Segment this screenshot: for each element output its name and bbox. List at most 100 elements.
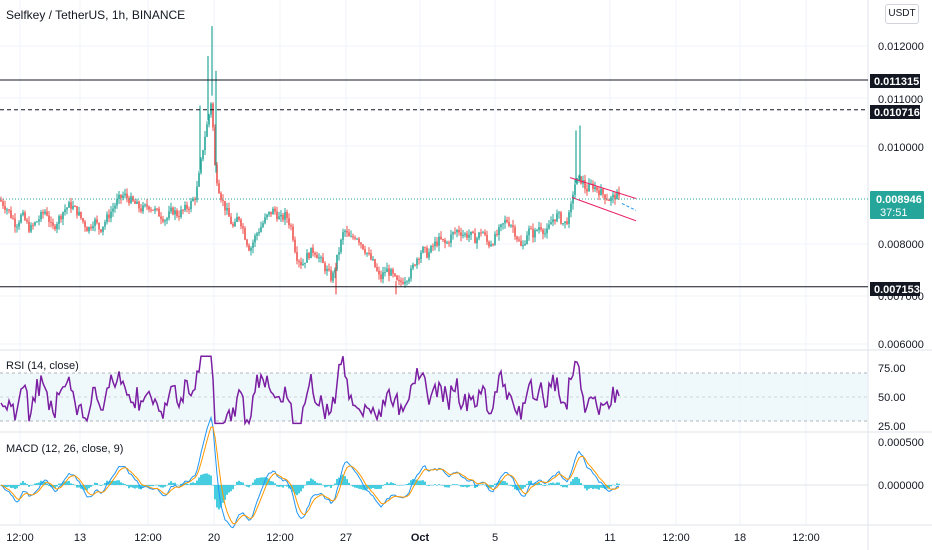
candle-body (212, 103, 214, 128)
macd-histogram-bar (332, 485, 334, 486)
candle-body (392, 269, 394, 274)
candle-body (386, 268, 388, 273)
candle-body (586, 188, 588, 192)
candle-body (80, 211, 82, 219)
candle-body (356, 238, 358, 240)
candle-body (530, 228, 532, 230)
candle-body (300, 261, 302, 266)
candle-body (66, 207, 68, 210)
macd-histogram-bar (258, 477, 260, 485)
candle-body (174, 210, 176, 215)
candle-body (394, 273, 396, 276)
candle-body (466, 233, 468, 238)
macd-histogram-bar (282, 485, 284, 488)
candle-body (96, 219, 98, 223)
rsi-title[interactable]: RSI (14, close) (6, 360, 79, 372)
candle-body (154, 208, 156, 211)
candle-body (182, 209, 184, 211)
macd-histogram-bar (464, 485, 466, 487)
candle-body (596, 187, 598, 191)
macd-histogram-bar (442, 485, 444, 486)
macd-histogram-bar (190, 482, 192, 485)
price-tick: 0.006000 (878, 339, 924, 351)
candle-body (320, 257, 322, 259)
candle-body (400, 280, 402, 283)
candle-body (166, 218, 168, 221)
macd-histogram-bar (520, 485, 522, 491)
macd-series (0, 415, 620, 529)
bar-countdown: 37:51 (880, 207, 908, 219)
candle-body (488, 241, 490, 247)
level-tag-sup1: 0.007153 (870, 282, 920, 296)
macd-histogram-bar (34, 483, 36, 485)
macd-histogram-bar (550, 482, 552, 485)
candle-body (114, 205, 116, 209)
candle-body (238, 216, 240, 220)
macd-histogram-bar (100, 485, 102, 486)
macd-histogram-bar (466, 485, 468, 488)
candle-body (178, 216, 180, 218)
candle-body (98, 222, 100, 230)
candle-body (50, 221, 52, 223)
macd-histogram-bar (126, 485, 128, 487)
candle-body (28, 221, 30, 232)
candle-body (62, 212, 64, 220)
time-tick: 12:00 (266, 532, 294, 544)
macd-histogram-bar (188, 484, 190, 485)
candle-body (524, 243, 526, 246)
candle-body (510, 225, 512, 227)
macd-histogram-bar (114, 480, 116, 485)
macd-histogram-bar (232, 485, 234, 490)
candle-body (102, 226, 104, 232)
candle-body (144, 204, 146, 206)
macd-histogram-bar (592, 485, 594, 490)
candle-body (100, 229, 102, 232)
candle-body (210, 103, 212, 115)
macd-histogram-bar (480, 484, 482, 486)
candle-body (352, 236, 354, 238)
macd-histogram-bar (30, 485, 32, 486)
macd-histogram-bar (254, 479, 256, 485)
candle-body (402, 282, 404, 284)
candle-body (358, 238, 360, 243)
macd-histogram-bar (40, 480, 42, 485)
candle-body (612, 194, 614, 198)
macd-histogram-bar (218, 485, 220, 510)
macd-histogram-bar (102, 484, 104, 486)
price-tick: 0.010000 (878, 142, 924, 154)
macd-title[interactable]: MACD (12, 26, close, 9) (6, 443, 123, 455)
time-tick: 12:00 (662, 532, 690, 544)
candle-body (126, 193, 128, 198)
candle-body (108, 214, 110, 219)
chart-grid (0, 0, 868, 525)
candle-body (290, 225, 292, 227)
currency-button[interactable]: USDT (885, 4, 919, 24)
candle-body (542, 229, 544, 235)
candle-body (222, 199, 224, 201)
macd-histogram-bar (26, 484, 28, 485)
candle-body (316, 254, 318, 259)
rsi-tick: 25.00 (878, 421, 906, 433)
candle-body (192, 198, 194, 202)
macd-histogram-bar (268, 478, 270, 485)
time-tick: 12:00 (6, 532, 34, 544)
candle-body (474, 232, 476, 244)
rsi-series (0, 355, 620, 426)
candle-body (310, 247, 312, 259)
macd-histogram-bar (116, 480, 118, 485)
macd-histogram-bar (394, 483, 396, 485)
macd-histogram-bar (74, 484, 76, 486)
macd-histogram-bar (418, 480, 420, 485)
macd-histogram-bar (82, 485, 84, 490)
macd-histogram-bar (138, 485, 140, 489)
macd-histogram-bar (230, 485, 232, 492)
macd-histogram-bar (86, 485, 88, 491)
candle-body (578, 176, 580, 179)
candle-body (570, 203, 572, 213)
macd-histogram-bar (164, 485, 166, 487)
macd-histogram-bar (484, 484, 486, 486)
candle-body (532, 228, 534, 238)
candle-body (436, 241, 438, 246)
candle-body (74, 205, 76, 207)
